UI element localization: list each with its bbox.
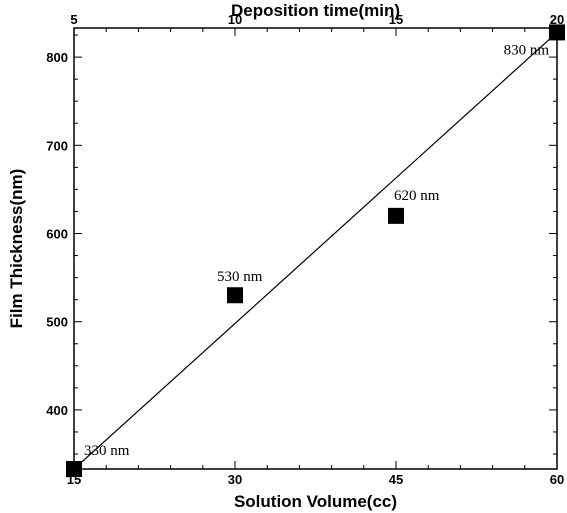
data-label: 830 nm (504, 42, 550, 58)
y-tick-label: 400 (46, 403, 68, 418)
labels-layer: 330 nm 530 nm 620 nm 830 nm (84, 42, 549, 459)
x-axis-title: Solution Volume(cc) (234, 492, 397, 511)
data-point (227, 287, 243, 304)
top-axis-title: Deposition time(min) (231, 1, 400, 20)
top-tick-label: 20 (550, 12, 564, 27)
fit-line (73, 31, 558, 470)
data-label: 530 nm (217, 269, 263, 285)
top-tick-label: 10 (228, 12, 242, 27)
x-tick-label: 30 (228, 472, 242, 487)
x-tick-label: 60 (550, 472, 564, 487)
y-tick-label: 500 (46, 315, 68, 330)
data-point (388, 207, 404, 224)
y-tick-label: 600 (46, 227, 68, 242)
y-tick-label: 800 (46, 50, 68, 65)
y-axis-title: Film Thickness(nm) (7, 169, 26, 329)
top-tick-label: 5 (70, 12, 77, 27)
data-label: 620 nm (394, 188, 440, 204)
data-label: 330 nm (84, 443, 130, 459)
top-tick-label: 15 (389, 12, 403, 27)
y-tick-label: 700 (46, 138, 68, 153)
x-tick-label: 45 (389, 472, 403, 487)
plot-frame (73, 27, 558, 470)
